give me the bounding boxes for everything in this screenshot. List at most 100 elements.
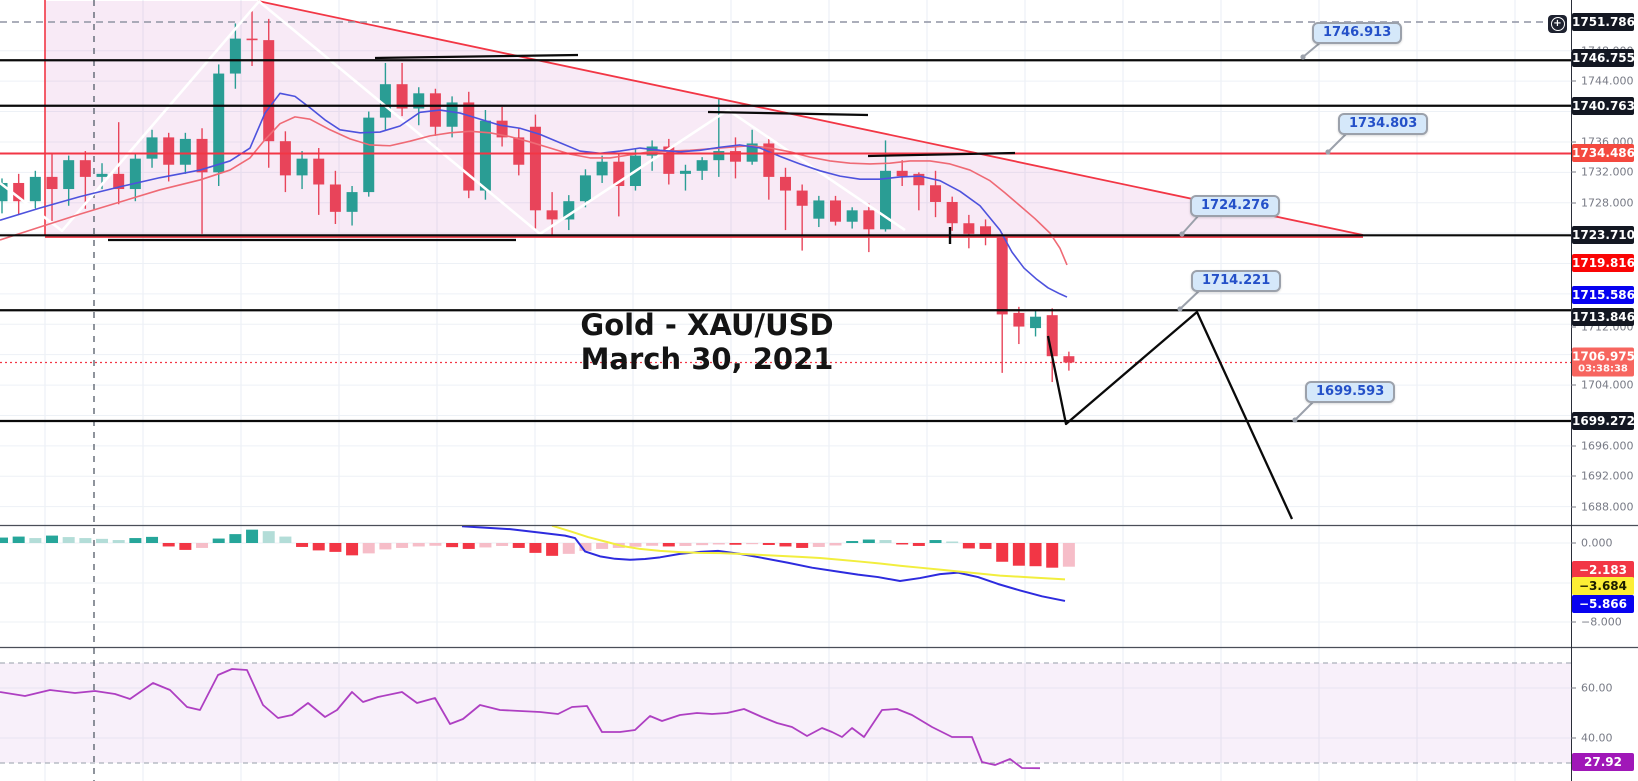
candle-body (1030, 316, 1042, 329)
macd-histogram-bar (646, 543, 659, 546)
macd-histogram-bar (229, 534, 242, 543)
descending-triangle-pattern[interactable] (45, 1, 1363, 235)
candle (863, 203, 875, 253)
add-alert-plus-button[interactable]: + (1548, 15, 1567, 33)
macd-histogram-bar (0, 537, 8, 543)
macd-histogram-bar (512, 543, 525, 548)
candle-body (846, 210, 858, 222)
candle (229, 23, 241, 89)
candle (213, 64, 225, 187)
candle (396, 62, 408, 117)
drawn-trendline-segment[interactable] (374, 53, 579, 60)
candle-body (63, 160, 75, 190)
macd-histogram-bar (146, 536, 159, 543)
price-badge-value: 1706.975 (1572, 349, 1636, 364)
projection-zigzag-arrow[interactable] (1046, 310, 1294, 520)
macd-histogram-bar (829, 543, 842, 546)
macd-histogram-bar (746, 543, 759, 545)
macd-histogram-bar (29, 538, 42, 543)
macd-histogram-bar (879, 540, 892, 543)
price-badge: 27.92 (1572, 753, 1634, 771)
candle (63, 155, 75, 206)
candle-body (0, 182, 8, 202)
candle (29, 170, 41, 211)
macd-histogram-bar (679, 543, 692, 546)
candle (496, 106, 508, 147)
candle-body (963, 223, 975, 234)
candle-body (1013, 312, 1025, 327)
axis-tick-label: 1692.000 (1581, 469, 1634, 483)
candle-body (863, 210, 875, 230)
macd-histogram-bar (312, 543, 325, 551)
macd-histogram-bar (329, 543, 342, 552)
drawn-trendline-segment[interactable] (707, 110, 869, 117)
candle-body (1046, 315, 1058, 357)
macd-histogram-bar (962, 543, 975, 549)
macd-histogram-bar (546, 543, 559, 556)
candle-body (980, 226, 992, 237)
axis-tick-label: 1704.000 (1581, 378, 1634, 392)
price-callout[interactable]: 1714.221 (1191, 270, 1282, 292)
price-callout[interactable]: 1746.913 (1312, 22, 1403, 44)
macd-histogram-bar (62, 537, 75, 543)
macd-histogram-bar (162, 543, 175, 547)
price-axis[interactable]: 1748.0001744.0001736.0001732.0001728.000… (1571, 0, 1638, 781)
drawn-trendline-segment[interactable] (867, 151, 1016, 158)
candle (796, 184, 808, 251)
candle-body (579, 175, 591, 202)
price-badge: 1699.272 (1572, 412, 1635, 430)
triangle-trendline[interactable] (257, 0, 1364, 236)
macd-histogram-bar (562, 543, 575, 554)
macd-histogram-bar (346, 543, 359, 556)
price-badge-value: 1715.586 (1572, 288, 1636, 302)
macd-histogram-bar (429, 543, 442, 546)
candle-body (763, 143, 775, 177)
candle (263, 18, 275, 168)
candle (479, 110, 491, 200)
candle (679, 164, 691, 191)
macd-histogram-bar (996, 543, 1009, 562)
candle-body (696, 160, 708, 171)
candle-body (479, 120, 491, 191)
price-callout[interactable]: 1734.803 (1338, 113, 1429, 135)
price-badge-value: 1723.710 (1572, 228, 1636, 242)
candle (1030, 309, 1042, 337)
axis-tick-label: 1696.000 (1581, 439, 1634, 453)
candle (830, 195, 841, 226)
candle-body (346, 192, 358, 212)
price-badge-value: 1740.763 (1572, 99, 1636, 113)
candle-body (513, 137, 525, 165)
rsi-line (0, 668, 1041, 770)
price-badge: 1751.786 (1572, 13, 1636, 31)
candle (1013, 306, 1025, 345)
candle-body (613, 161, 625, 187)
candle-body (363, 117, 375, 193)
price-badge-value: 1719.816 (1572, 256, 1636, 270)
price-badge-value: 1751.786 (1572, 15, 1636, 29)
macd-histogram-bar (862, 539, 875, 543)
candle-body (279, 141, 291, 176)
price-callout[interactable]: 1699.593 (1305, 381, 1396, 403)
candle-body (946, 201, 958, 224)
candle-body (263, 40, 275, 142)
macd-histogram-bar (979, 543, 992, 549)
price-callout[interactable]: 1724.276 (1190, 195, 1281, 217)
candle-body (663, 146, 675, 174)
candle (963, 214, 975, 249)
candle (946, 196, 958, 231)
candle-body (679, 170, 691, 174)
candle-body (546, 210, 558, 220)
macd-histogram-bar (712, 543, 725, 545)
candle-body (296, 158, 308, 176)
macd-histogram-bar (246, 529, 259, 543)
axis-tick-label: 1744.000 (1581, 74, 1634, 88)
candle-body (113, 173, 125, 190)
callout-anchor-dot (1177, 306, 1183, 312)
candle (913, 172, 925, 211)
macd-histogram-bar (362, 543, 375, 554)
candle (329, 170, 341, 225)
macd-yellow-line (551, 524, 1066, 581)
candle-body (813, 200, 825, 219)
